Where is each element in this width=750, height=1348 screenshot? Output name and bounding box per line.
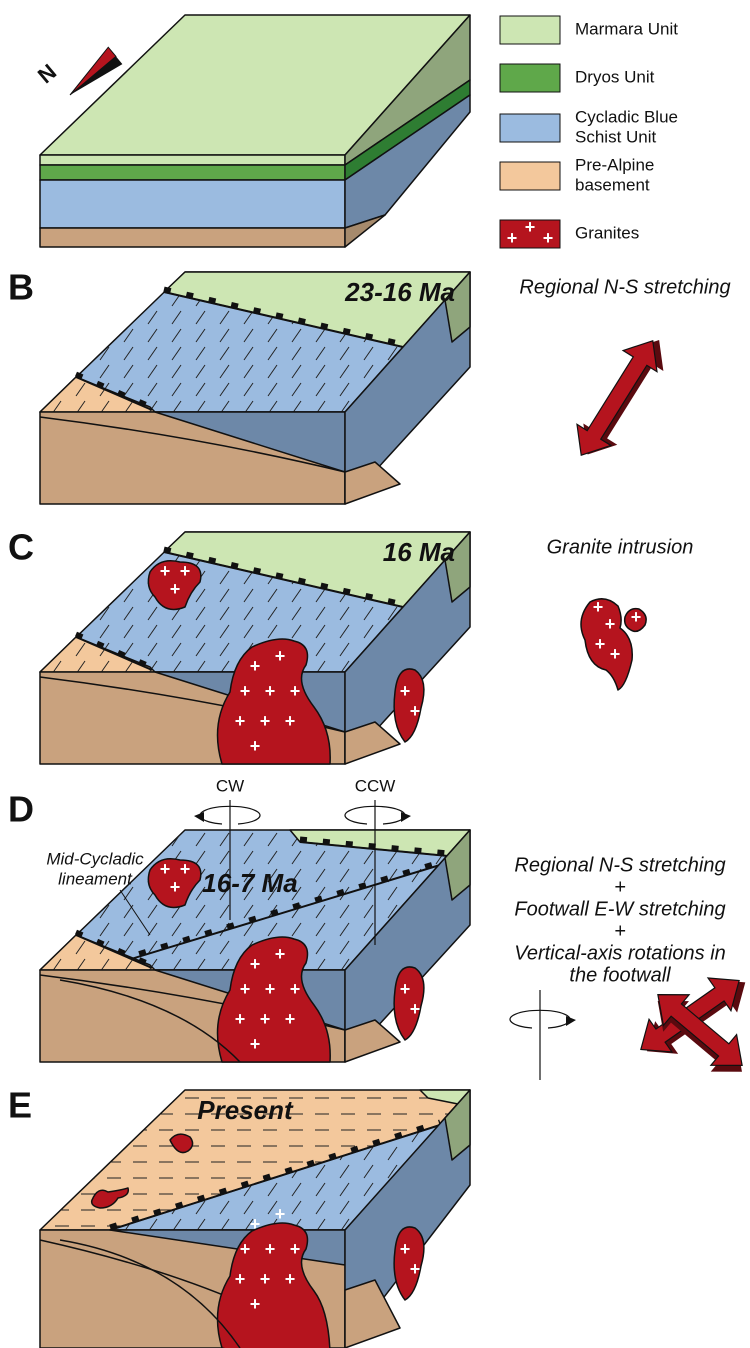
plus: + bbox=[410, 999, 421, 1019]
note: the footwall bbox=[569, 964, 671, 986]
rotation-head bbox=[401, 812, 411, 822]
plus: + bbox=[400, 681, 411, 701]
rotation-label: CCW bbox=[355, 776, 396, 795]
plus: + bbox=[410, 1259, 421, 1279]
plus: + bbox=[260, 1009, 271, 1029]
block-1: B 23-16 Ma bbox=[8, 267, 470, 504]
legend-label: basement bbox=[575, 175, 650, 194]
plus: + bbox=[250, 954, 261, 974]
note: Regional N-S stretching bbox=[514, 854, 725, 876]
plus: + bbox=[170, 877, 181, 897]
legend-label: Marmara Unit bbox=[575, 19, 678, 38]
plus: + bbox=[235, 1009, 246, 1029]
legend-label: Schist Unit bbox=[575, 127, 657, 146]
plus: + bbox=[605, 614, 616, 634]
rotation-axis bbox=[510, 990, 576, 1080]
legend-swatch bbox=[500, 162, 560, 190]
plus: + bbox=[240, 1239, 251, 1259]
plus: + bbox=[180, 859, 191, 879]
plus: + bbox=[285, 1009, 296, 1029]
note: + bbox=[614, 876, 626, 898]
plus: + bbox=[260, 1269, 271, 1289]
block-0 bbox=[40, 15, 470, 247]
age-label: 23-16 Ma bbox=[344, 277, 455, 307]
arrow-body bbox=[564, 330, 669, 466]
plus: + bbox=[240, 979, 251, 999]
plus: + bbox=[160, 859, 171, 879]
legend-swatch bbox=[500, 114, 560, 142]
plus: + bbox=[610, 644, 621, 664]
plus: + bbox=[265, 681, 276, 701]
lineament-label: Mid-Cycladic bbox=[46, 849, 144, 868]
rotation-label: CW bbox=[216, 776, 244, 795]
rotation-head bbox=[194, 812, 204, 822]
legend-swatch bbox=[500, 64, 560, 92]
plus: + bbox=[240, 681, 251, 701]
front-layer bbox=[40, 165, 345, 180]
plus: + bbox=[260, 711, 271, 731]
panel-label: E bbox=[8, 1085, 32, 1126]
legend-label: Cycladic Blue bbox=[575, 107, 678, 126]
front-layer bbox=[40, 155, 345, 165]
panel-label: D bbox=[8, 789, 34, 830]
age-label: 16 Ma bbox=[383, 537, 455, 567]
note: Vertical-axis rotations in bbox=[514, 942, 726, 964]
plus: + bbox=[160, 561, 171, 581]
panel-label: C bbox=[8, 527, 34, 568]
plus: + bbox=[290, 1239, 301, 1259]
plus: + bbox=[250, 1034, 261, 1054]
plus: + bbox=[250, 1214, 261, 1234]
granite-icon: +++++ bbox=[581, 597, 646, 690]
stretch-arrow bbox=[564, 327, 676, 469]
plus: + bbox=[265, 979, 276, 999]
front-layer bbox=[40, 228, 345, 247]
figure: B23-16 Ma++++++++++++++C16 Ma+++++++++++… bbox=[0, 0, 750, 1348]
front-layer bbox=[40, 180, 345, 228]
granite bbox=[581, 599, 632, 690]
plus: + bbox=[275, 1204, 286, 1224]
plus: + bbox=[250, 1294, 261, 1314]
legend-label: Granites bbox=[575, 223, 639, 242]
side-basement bbox=[345, 1280, 400, 1348]
plus: + bbox=[285, 1269, 296, 1289]
lineament-label: lineament bbox=[58, 869, 133, 888]
block-3: ++++++++++++++D16-7 Ma bbox=[8, 789, 470, 1062]
rotation-head bbox=[566, 1016, 576, 1026]
plus: + bbox=[400, 979, 411, 999]
note: Regional N-S stretching bbox=[519, 276, 730, 298]
age-label: Present bbox=[197, 1095, 294, 1125]
note: + bbox=[614, 920, 626, 942]
plus: + bbox=[235, 711, 246, 731]
note: Granite intrusion bbox=[547, 536, 694, 558]
block-2: ++++++++++++++C16 Ma bbox=[8, 527, 470, 764]
plus: + bbox=[595, 634, 606, 654]
plus: + bbox=[525, 217, 536, 237]
plus: + bbox=[235, 1269, 246, 1289]
plus: + bbox=[180, 561, 191, 581]
plus: + bbox=[290, 979, 301, 999]
plus: + bbox=[170, 579, 181, 599]
plus: + bbox=[275, 944, 286, 964]
plus: + bbox=[507, 228, 518, 248]
plus: + bbox=[290, 681, 301, 701]
plus: + bbox=[631, 607, 642, 627]
plus: + bbox=[275, 646, 286, 666]
legend-label: Pre-Alpine bbox=[575, 155, 654, 174]
plus: + bbox=[265, 1239, 276, 1259]
north-label: N bbox=[33, 59, 61, 88]
plus: + bbox=[543, 228, 554, 248]
plus: + bbox=[400, 1239, 411, 1259]
plus: + bbox=[250, 656, 261, 676]
plus: + bbox=[285, 711, 296, 731]
note: Footwall E-W stretching bbox=[514, 898, 725, 920]
panel-label: B bbox=[8, 267, 34, 308]
plus: + bbox=[410, 701, 421, 721]
plus: + bbox=[593, 597, 604, 617]
plus: + bbox=[250, 736, 261, 756]
age-label: 16-7 Ma bbox=[202, 868, 297, 898]
legend-swatch bbox=[500, 16, 560, 44]
legend-label: Dryos Unit bbox=[575, 67, 655, 86]
